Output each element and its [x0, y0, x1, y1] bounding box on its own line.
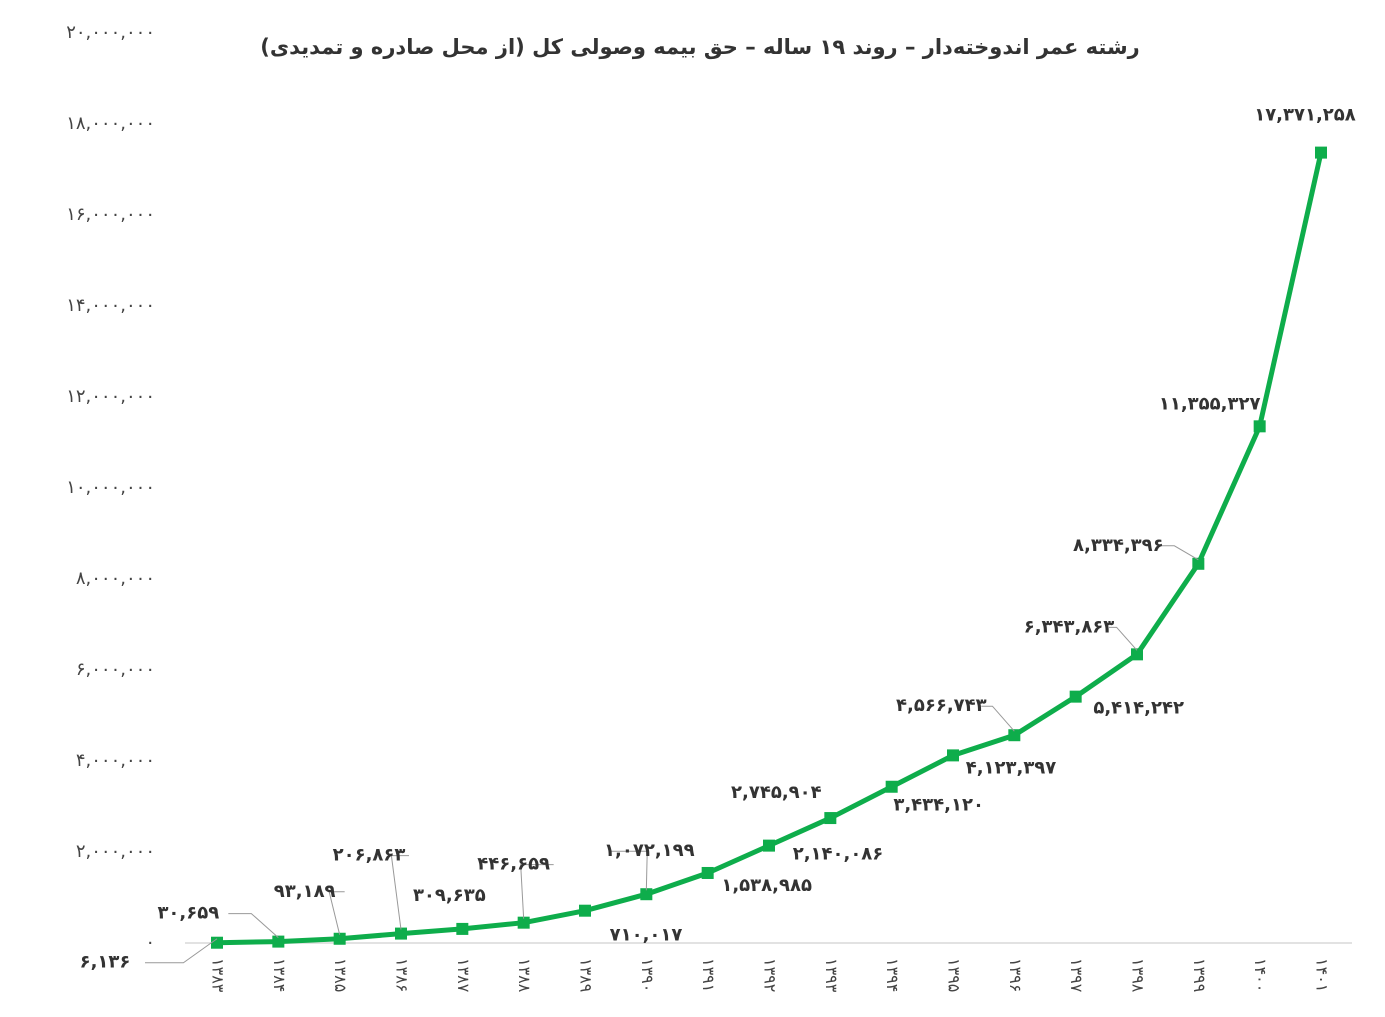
y-tick-label: ۱۴,۰۰۰,۰۰۰ [66, 295, 155, 316]
data-label: ۳۰۹,۶۳۵ [413, 885, 486, 906]
data-label: ۴,۵۶۶,۷۴۳ [896, 695, 987, 716]
marker [456, 922, 469, 935]
marker [579, 904, 591, 917]
data-label: ۱۷,۳۷۱,۲۵۸ [1254, 105, 1356, 126]
marker [1315, 146, 1327, 159]
x-tick-label: ۱۳۹۴ [883, 958, 902, 992]
leader-line [609, 850, 648, 891]
data-label: ۲,۷۴۵,۹۰۴ [731, 782, 822, 803]
data-label: ۴,۱۲۳,۳۹۷ [966, 757, 1057, 778]
y-tick-label: ۸,۰۰۰,۰۰۰ [76, 568, 155, 589]
data-label: ۷۱۰,۰۱۷ [610, 925, 683, 946]
y-tick-label: ۱۸,۰۰۰,۰۰۰ [66, 113, 155, 134]
leader-line [145, 938, 218, 964]
data-label: ۱,۵۳۸,۹۸۵ [721, 875, 812, 896]
marker [395, 927, 407, 940]
data-label: ۶,۳۴۳,۸۶۳ [1024, 616, 1115, 637]
x-tick-label: ۱۳۹۰ [638, 958, 657, 992]
marker [1253, 420, 1266, 433]
y-tick-label: ۲۰,۰۰۰,۰۰۰ [66, 22, 155, 43]
marker [1008, 729, 1021, 742]
y-tick-label: ۱۲,۰۰۰,۰۰۰ [66, 386, 155, 407]
data-label: ۱,۰۷۲,۱۹۹ [604, 840, 695, 861]
x-tick-label: ۱۳۹۸ [1129, 958, 1148, 993]
marker [885, 780, 898, 793]
x-tick-label: ۱۳۹۳ [822, 958, 841, 993]
leader-line [328, 891, 345, 935]
data-label: ۴۴۶,۶۵۹ [477, 854, 550, 875]
marker [1192, 557, 1205, 570]
marker [1131, 648, 1143, 661]
x-tick-label: ۱۳۹۹ [1190, 958, 1209, 992]
x-tick-label: ۱۳۸۵ [331, 958, 350, 992]
data-label: ۳,۴۳۴,۱۲۰ [893, 795, 984, 816]
data-label: ۳۰,۶۵۹ [157, 903, 219, 924]
marker [640, 888, 653, 901]
marker [272, 935, 285, 948]
x-tick-label: ۱۴۰۰ [1251, 958, 1270, 992]
y-tick-label: ۱۶,۰۰۰,۰۰۰ [66, 204, 155, 225]
chart-title: رشته عمر اندوخته‌دار – روند ۱۹ ساله – حق… [260, 35, 1139, 59]
leader-line [520, 864, 554, 919]
marker [763, 839, 775, 852]
x-tick-label: ۱۳۸۸ [515, 958, 534, 993]
data-label: ۶,۱۳۶ [80, 952, 131, 973]
x-tick-label: ۱۳۸۶ [393, 958, 412, 992]
data-label: ۸,۳۳۴,۳۹۶ [1073, 535, 1164, 556]
marker [517, 916, 530, 929]
marker [947, 749, 959, 762]
y-tick-label: ۲,۰۰۰,۰۰۰ [76, 841, 155, 862]
x-tick-label: ۱۳۸۳ [209, 958, 228, 993]
x-tick-label: ۱۴۰۱ [1313, 958, 1332, 992]
leader-line [1109, 626, 1138, 651]
data-label: ۹۳,۱۸۹ [274, 881, 336, 902]
x-tick-label: ۱۳۹۷ [1067, 958, 1086, 993]
x-tick-label: ۱۳۹۱ [699, 958, 718, 992]
x-tick-label: ۱۳۸۴ [270, 958, 289, 992]
y-tick-label: ۶,۰۰۰,۰۰۰ [76, 659, 155, 680]
marker [211, 936, 223, 949]
x-tick-label: ۱۳۸۹ [577, 958, 596, 992]
leader-line [228, 913, 279, 938]
data-label: ۵,۴۱۴,۲۴۲ [1093, 698, 1184, 719]
leader-line [981, 705, 1015, 732]
marker [333, 932, 346, 945]
x-tick-label: ۱۳۸۷ [454, 958, 473, 993]
leader-line [1158, 545, 1199, 561]
y-tick-label: ۴,۰۰۰,۰۰۰ [76, 750, 155, 771]
data-label: ۲,۱۴۰,۰۸۶ [793, 844, 884, 865]
marker [824, 812, 837, 825]
x-tick-label: ۱۳۹۶ [1006, 958, 1025, 992]
leader-line [390, 855, 409, 930]
marker [701, 866, 714, 879]
x-tick-label: ۱۳۹۲ [761, 958, 780, 992]
y-tick-label: ۱۰,۰۰۰,۰۰۰ [66, 477, 155, 498]
y-tick-label: ۰ [145, 932, 155, 953]
marker [1069, 690, 1082, 703]
data-label: ۲۰۶,۸۶۳ [333, 845, 406, 866]
data-label: ۱۱,۳۵۵,۳۲۷ [1159, 393, 1261, 414]
x-tick-label: ۱۳۹۵ [945, 958, 964, 992]
